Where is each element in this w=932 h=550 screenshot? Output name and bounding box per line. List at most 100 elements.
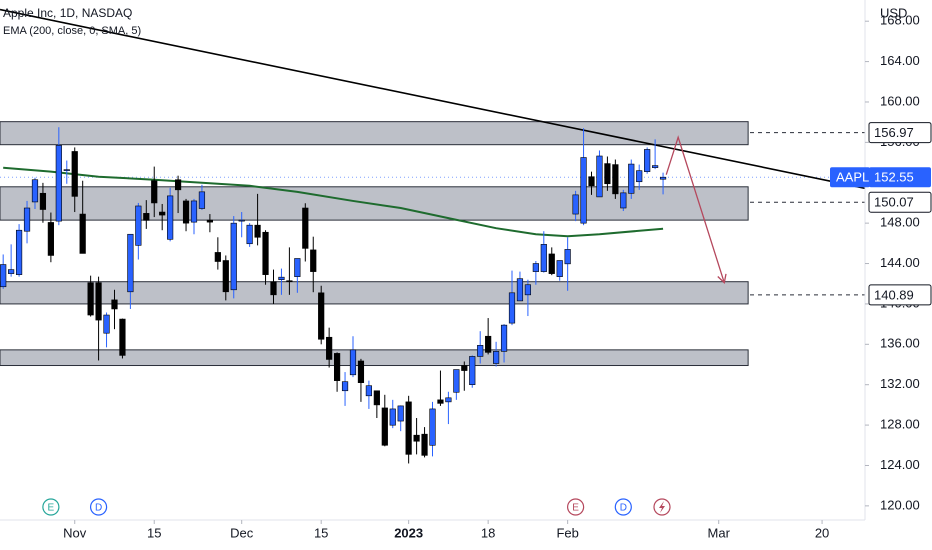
candle-body [500, 324, 508, 352]
candle-body [373, 390, 380, 406]
candle-body [349, 349, 357, 376]
event-marker [89, 498, 108, 516]
candle-body [222, 260, 229, 293]
level-price-label: 156.97 [874, 125, 914, 140]
candle-body [23, 207, 31, 232]
candle-body [174, 179, 182, 191]
candle-body [333, 353, 341, 381]
candle-body [485, 335, 492, 353]
candle-body [652, 165, 659, 168]
y-tick-label: 132.00 [880, 376, 920, 391]
x-tick-label: Dec [230, 525, 254, 540]
candle-body [596, 155, 603, 198]
candle-body [445, 397, 452, 403]
trend-line [0, 8, 865, 190]
candle-body [628, 163, 635, 194]
candle-body [644, 149, 651, 172]
candle-body [469, 356, 476, 385]
level-price-box [868, 191, 932, 213]
candle-body [572, 194, 579, 215]
candle-body [143, 213, 150, 221]
candle-body [461, 365, 468, 371]
candle-body [87, 282, 94, 316]
indicator-label: EMA (200, close, 0, SMA, 5) [3, 25, 141, 37]
arrow-head [717, 273, 727, 285]
symbol-label: AAPL [836, 170, 869, 185]
candle-body [429, 408, 436, 446]
candle-body [604, 163, 611, 185]
candle-body [389, 408, 396, 426]
x-tick-label: 15 [314, 525, 328, 540]
plot-area [0, 8, 865, 464]
y-tick-label: 136.00 [880, 336, 920, 351]
candle-body [262, 231, 269, 275]
zone [0, 281, 749, 305]
candle-body [421, 433, 428, 456]
currency-label: USD [880, 5, 907, 20]
alert-icon [653, 498, 671, 516]
candle-body [620, 192, 627, 209]
candle-body [111, 299, 118, 310]
level-price-box [868, 122, 932, 144]
zone [0, 349, 749, 367]
candle-body [508, 292, 516, 324]
candle-body [151, 180, 158, 204]
level-price-label: 150.07 [874, 195, 914, 210]
x-tick-label: 20 [815, 525, 829, 540]
projection-arrow [665, 135, 725, 283]
y-tick-label: 168.00 [880, 13, 920, 28]
event-marker [42, 498, 60, 516]
candle-body [159, 211, 166, 216]
candle-body [39, 192, 47, 210]
candle-body [127, 233, 134, 293]
axes: 120.00124.00128.00132.00136.00140.00144.… [42, 13, 932, 540]
y-tick-label: 144.00 [880, 255, 920, 270]
candle-body [397, 405, 404, 422]
candle-body [437, 399, 444, 404]
x-tick-label: 2023 [394, 525, 423, 540]
candle-body [79, 213, 86, 254]
candle-body [580, 157, 587, 224]
event-label: D [95, 503, 102, 514]
candle-body [55, 145, 62, 222]
candle-body [8, 269, 15, 274]
y-tick-label: 164.00 [880, 53, 920, 68]
symbol-box [830, 167, 870, 188]
candle-body [182, 200, 190, 224]
candle-body [540, 244, 547, 272]
candle-body [564, 249, 571, 265]
candle-body [294, 258, 301, 277]
candle-body [302, 207, 309, 249]
x-tick-label: 15 [147, 525, 161, 540]
candle-body [413, 434, 420, 442]
x-tick-label: Mar [708, 525, 731, 540]
candle-body [318, 292, 325, 340]
candle-body [381, 407, 388, 446]
candle-body [636, 170, 643, 183]
candle-body [167, 195, 174, 240]
y-tick-label: 160.00 [880, 93, 920, 108]
candle-body [556, 260, 563, 277]
candle-body [278, 276, 285, 280]
last-price-box [869, 167, 931, 188]
candle-body [230, 222, 237, 291]
level-price-box [868, 284, 932, 306]
candle-body [310, 249, 317, 272]
ema-line [3, 166, 664, 238]
candle-body [95, 282, 102, 321]
candle-body [357, 360, 365, 383]
candle-body [516, 278, 524, 302]
candle-body [532, 263, 539, 272]
candle-body [659, 176, 667, 180]
candle-body [47, 222, 54, 256]
candle-body [548, 253, 555, 274]
x-tick-label: Feb [556, 525, 578, 540]
candle-body [477, 345, 484, 357]
event-marker [567, 498, 585, 516]
candle-body [135, 205, 142, 246]
x-tick-label: 18 [481, 525, 495, 540]
candle-body [365, 385, 372, 397]
candle-body [405, 401, 412, 455]
y-tick-label: 128.00 [880, 417, 920, 432]
